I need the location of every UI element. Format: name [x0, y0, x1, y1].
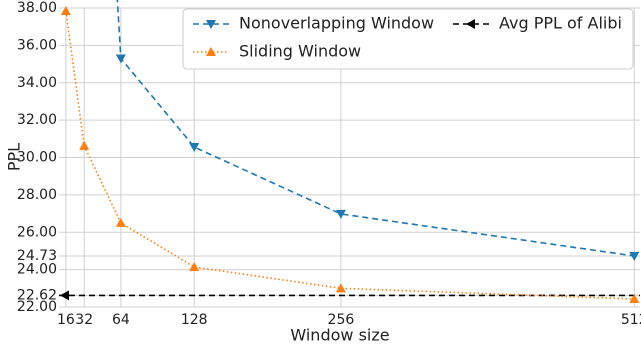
- data-point: [189, 143, 200, 153]
- plot-area: [59, 0, 640, 303]
- legend-label: Avg PPL of Alibi: [499, 14, 622, 33]
- legend: Nonoverlapping Window Sliding Window Avg P…: [182, 8, 634, 70]
- data-point: [335, 209, 346, 219]
- legend-marker: [466, 19, 475, 29]
- y-tick-label: 24.73: [17, 248, 57, 264]
- x-axis-label: Window size: [290, 326, 389, 345]
- data-point: [79, 140, 90, 150]
- legend-marker: [206, 20, 216, 29]
- reference-marker: [60, 290, 69, 301]
- y-tick-label: 30.00: [17, 150, 57, 166]
- x-tick-label: 64: [112, 312, 130, 328]
- y-tick-label: 32.00: [17, 112, 57, 128]
- y-tick-label: 34.00: [17, 75, 57, 91]
- x-tick-label: 256: [328, 312, 355, 328]
- data-point: [335, 283, 346, 293]
- data-point: [115, 54, 126, 64]
- x-tick-label: 32: [75, 312, 93, 328]
- y-tick-label: 26.00: [17, 224, 57, 240]
- data-point: [115, 217, 126, 227]
- legend-marker: [206, 47, 216, 56]
- data-point: [629, 251, 640, 261]
- y-axis-label: PPL: [5, 143, 24, 171]
- data-point: [189, 262, 200, 272]
- y-tick-label: 22.62: [17, 287, 57, 303]
- data-point: [629, 293, 640, 303]
- y-tick-label: 24.00: [17, 262, 57, 278]
- legend-box: [182, 8, 634, 70]
- x-tick-label: 128: [181, 312, 208, 328]
- y-tick-label: 38.00: [17, 0, 57, 16]
- data-point: [60, 5, 71, 15]
- legend-label: Nonoverlapping Window: [239, 14, 434, 33]
- x-tick-label: 16: [57, 312, 75, 328]
- y-tick-label: 22.00: [17, 299, 57, 315]
- y-tick-label: 28.00: [17, 187, 57, 203]
- y-tick-label: 36.00: [17, 37, 57, 53]
- legend-label: Sliding Window: [239, 42, 361, 61]
- series-line: [65, 10, 635, 300]
- x-tick-label: 512: [621, 312, 641, 328]
